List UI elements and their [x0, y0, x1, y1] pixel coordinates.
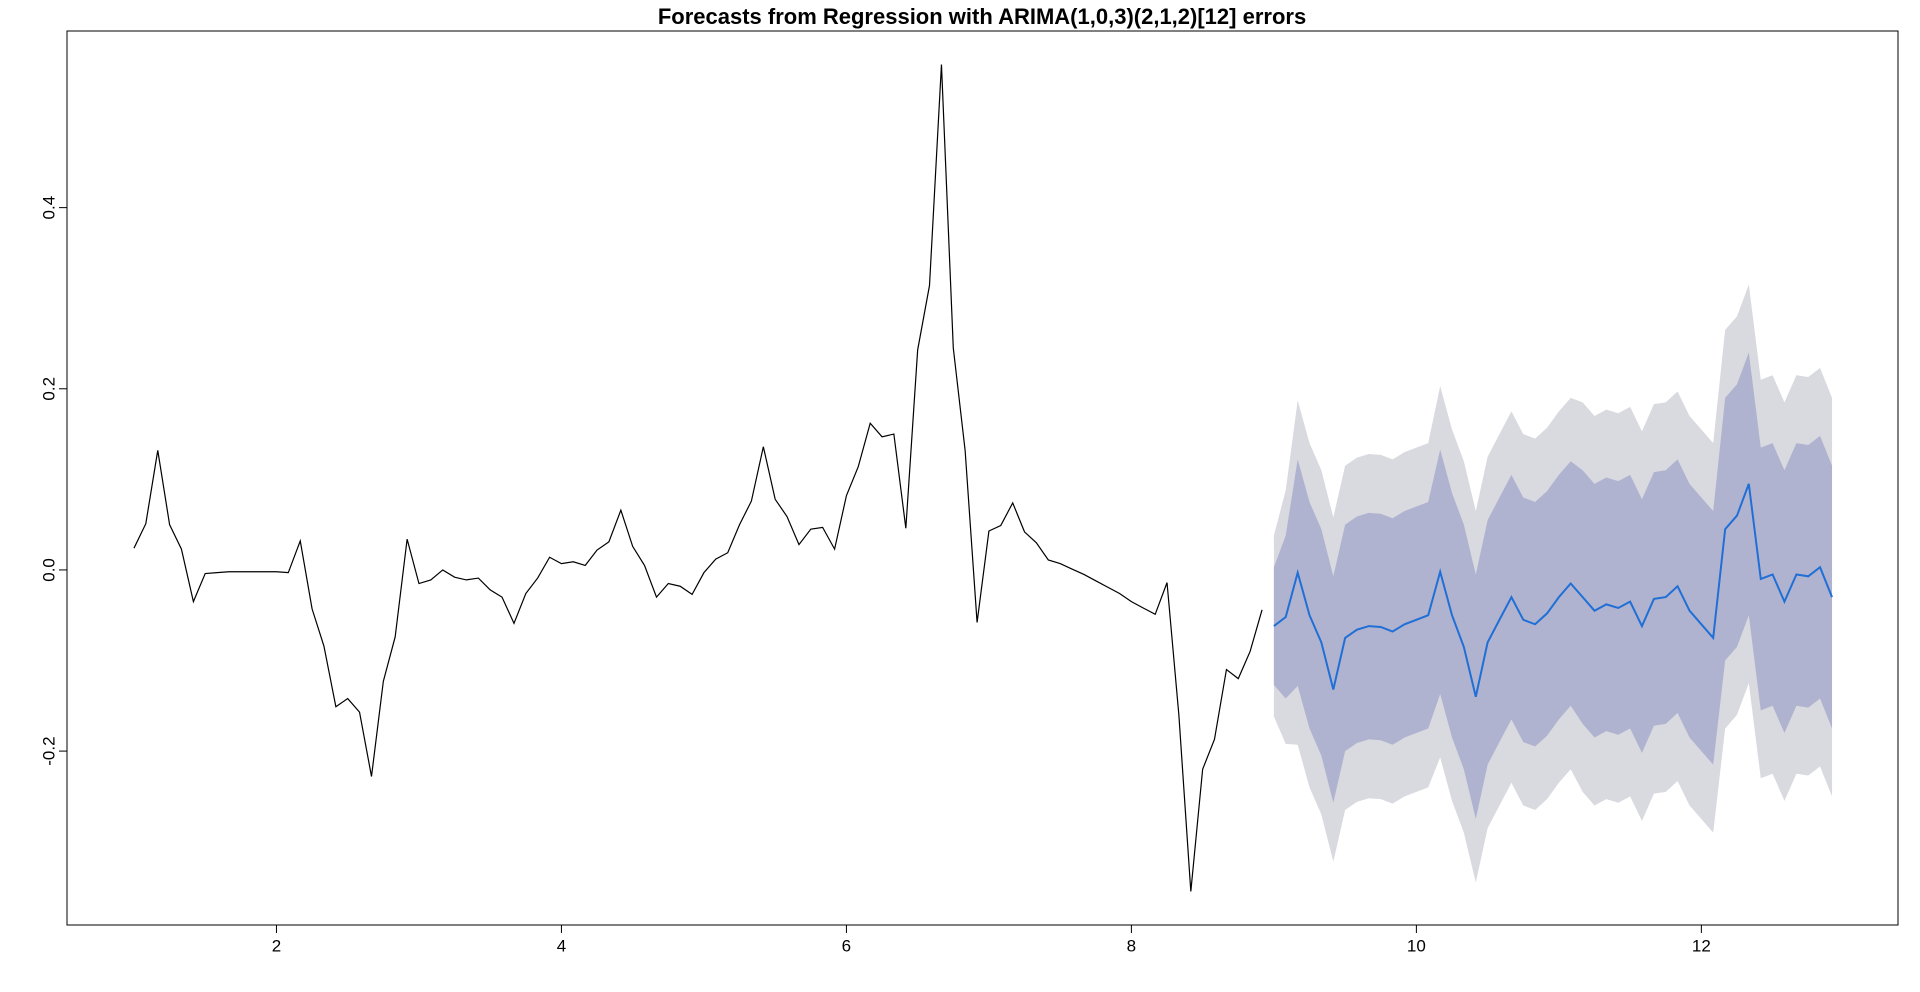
series-line	[133, 64, 1263, 892]
y-tick-label: 0.4	[39, 196, 58, 220]
series-line	[1273, 483, 1833, 697]
chart-title: Forecasts from Regression with ARIMA(1,0…	[658, 4, 1306, 29]
y-tick-label: 0.0	[39, 558, 58, 582]
x-tick-label: 12	[1692, 936, 1711, 955]
x-tick-label: 8	[1127, 936, 1136, 955]
y-tick-label: 0.2	[39, 377, 58, 401]
plot-frame	[66, 30, 1899, 926]
y-tick-label: -0.2	[39, 736, 58, 765]
x-tick-label: 6	[842, 936, 851, 955]
x-tick-label: 2	[272, 936, 281, 955]
x-tick-label: 10	[1407, 936, 1426, 955]
prediction-band	[1273, 352, 1833, 820]
x-tick-label: 4	[557, 936, 566, 955]
